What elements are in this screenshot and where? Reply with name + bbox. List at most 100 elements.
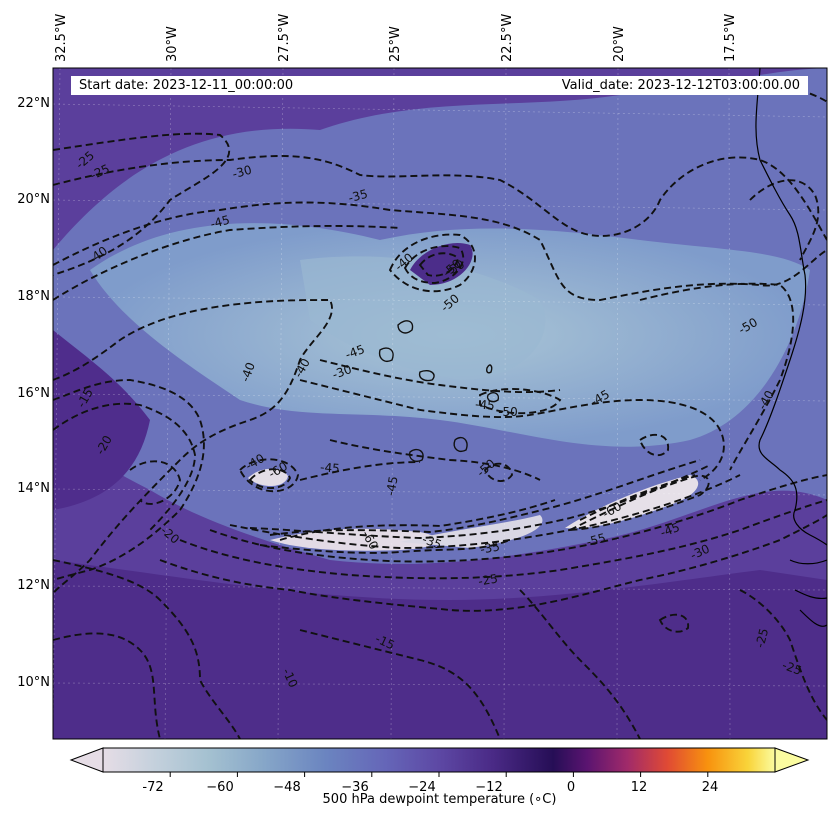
contour-line	[739, 589, 827, 721]
field-extreme-band-west	[270, 528, 438, 551]
lat-label: 14°N	[17, 481, 50, 496]
contour-label: -45	[209, 213, 232, 232]
svg-text:-50: -50	[498, 405, 518, 419]
svg-text:-55: -55	[585, 531, 608, 550]
coastline-south	[789, 559, 827, 627]
contour-label: -30	[231, 163, 254, 182]
svg-text:-45: -45	[383, 475, 400, 497]
contour-label: -40	[238, 360, 258, 383]
contour-line	[229, 474, 741, 549]
svg-text:-35: -35	[479, 539, 501, 556]
field-extreme-band-east	[565, 475, 699, 529]
svg-text:-40: -40	[238, 360, 258, 383]
contour-label: -35	[479, 539, 501, 556]
field-dark-bottom	[53, 560, 827, 739]
contour-line	[519, 589, 641, 739]
dewpoint-contours	[53, 80, 827, 739]
contour-label: -45	[475, 397, 496, 413]
coastline	[755, 68, 827, 546]
contour-label: -25	[477, 571, 499, 588]
contour-label: -45	[343, 342, 366, 362]
lat-label: 16°N	[17, 386, 50, 401]
colorbar-tick-label: −12	[475, 780, 503, 795]
contour-line	[53, 132, 231, 276]
svg-text:-35: -35	[347, 187, 370, 206]
contour-line	[388, 233, 476, 293]
solid-contours	[378, 320, 500, 462]
contour-label: -25	[780, 658, 803, 678]
contour-line	[319, 359, 561, 394]
contour-line	[53, 201, 827, 301]
colorbar-tick-label: 24	[701, 780, 719, 795]
map-frame	[52, 67, 828, 740]
contour-label: -30	[330, 362, 353, 382]
contour-line	[639, 282, 795, 471]
svg-text:-45: -45	[475, 397, 496, 413]
contour-line	[248, 468, 292, 489]
contour-label: -35	[420, 532, 443, 552]
field-north-blob	[410, 242, 473, 285]
contour-line	[53, 225, 401, 301]
lon-label: 27.5°W	[277, 13, 292, 62]
colorbar-tick-label: 12	[630, 780, 648, 795]
contour-line	[53, 559, 241, 739]
contour-label: -45	[320, 460, 341, 476]
svg-text:-45: -45	[343, 342, 366, 362]
svg-text:-30: -30	[231, 163, 254, 182]
contour-line	[53, 299, 333, 596]
svg-text:-25: -25	[477, 571, 499, 588]
contour-line	[53, 379, 205, 581]
colorbar-tick-label: −24	[408, 780, 436, 795]
contour-line	[279, 499, 556, 541]
contour-line	[638, 433, 669, 457]
field-dark-left	[53, 330, 150, 510]
contour-line	[259, 539, 511, 554]
contour-line	[249, 464, 711, 539]
field-pale-core-2	[300, 256, 546, 380]
colorbar-tick-label: 0	[566, 780, 576, 795]
contour-line	[299, 461, 421, 481]
map-area: -25-25 -30-35-45-40 -40 -50-50-50-45-30-40-…	[53, 68, 827, 739]
contour-line	[579, 474, 696, 521]
contour-line	[749, 179, 820, 261]
lat-label: 20°N	[17, 192, 50, 207]
contour-label: -55	[585, 531, 608, 550]
colorbar-extend-high	[774, 747, 810, 773]
contour-line	[403, 245, 465, 284]
contour-line	[418, 252, 460, 277]
colorbar	[69, 747, 810, 777]
svg-text:-25: -25	[780, 658, 803, 678]
contour-line	[53, 632, 161, 739]
colorbar-body	[102, 747, 776, 773]
lon-label: 25°W	[388, 26, 403, 62]
lat-label: 12°N	[17, 578, 50, 593]
contour-line	[209, 474, 827, 563]
svg-text:-30: -30	[330, 362, 353, 382]
valid-date: Valid_date: 2023-12-12T03:00:00.00	[561, 78, 800, 93]
field-extreme-blob	[248, 468, 288, 487]
colorbar-extend-low	[69, 747, 104, 773]
svg-text:-45: -45	[209, 213, 232, 232]
contour-line	[329, 439, 541, 481]
contour-label: -45	[658, 520, 681, 540]
contour-label: -45	[383, 475, 400, 497]
svg-text:-45: -45	[320, 460, 341, 476]
contour-line	[53, 402, 196, 531]
lat-label: 10°N	[17, 675, 50, 690]
contour-line	[53, 155, 827, 241]
svg-text:-45: -45	[658, 520, 681, 540]
lon-label: 22.5°W	[500, 13, 515, 62]
contour-label: -50	[498, 405, 518, 419]
contour-line	[238, 458, 299, 493]
contour-line	[159, 514, 827, 612]
contour-line	[658, 613, 689, 633]
colorbar-tick-label: −48	[273, 780, 301, 795]
contour-line	[269, 459, 701, 536]
lon-label: 32.5°W	[54, 13, 69, 62]
contour-label: -25	[753, 627, 772, 650]
colorbar-tick-label: -72	[142, 780, 164, 795]
colorbar-label: 500 hPa dewpoint temperature (∘C)	[322, 792, 557, 807]
contour-line	[179, 499, 827, 580]
contour-line	[129, 460, 181, 505]
